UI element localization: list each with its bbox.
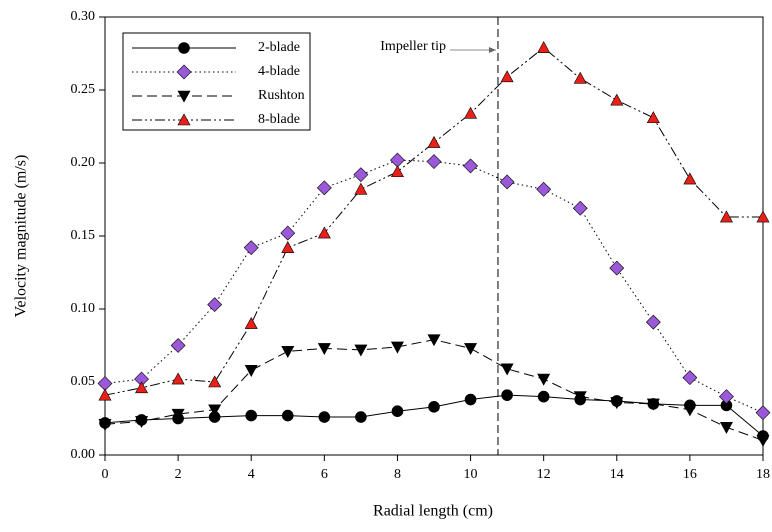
marker bbox=[610, 93, 624, 106]
arrow-head bbox=[488, 47, 496, 53]
marker bbox=[428, 401, 440, 413]
marker bbox=[464, 393, 477, 406]
x-tick-label: 0 bbox=[102, 467, 109, 482]
marker bbox=[609, 260, 625, 276]
marker bbox=[317, 343, 331, 356]
marker bbox=[390, 165, 404, 178]
marker bbox=[390, 152, 405, 168]
legend-marker bbox=[177, 90, 191, 103]
marker bbox=[170, 338, 186, 353]
marker bbox=[572, 200, 588, 216]
marker bbox=[682, 370, 698, 386]
marker bbox=[171, 408, 185, 421]
legend-label: 8-blade bbox=[258, 112, 300, 127]
legend-label: 4-blade bbox=[258, 64, 300, 79]
marker bbox=[719, 421, 733, 434]
y-tick-label: 0.30 bbox=[71, 9, 96, 24]
marker bbox=[98, 419, 112, 431]
marker bbox=[573, 71, 587, 84]
marker bbox=[646, 111, 660, 124]
x-tick-label: 12 bbox=[537, 467, 551, 482]
marker bbox=[208, 404, 222, 417]
marker bbox=[464, 106, 478, 119]
marker bbox=[719, 389, 734, 405]
legend-label: Rushton bbox=[258, 88, 305, 103]
marker bbox=[243, 240, 259, 256]
annotation: Impeller tip bbox=[380, 39, 446, 54]
marker bbox=[426, 154, 442, 169]
x-tick-label: 14 bbox=[610, 467, 624, 482]
x-tick-label: 6 bbox=[321, 467, 328, 482]
x-tick-label: 16 bbox=[683, 467, 697, 482]
marker bbox=[281, 346, 295, 358]
x-tick-label: 8 bbox=[394, 467, 401, 482]
marker bbox=[208, 375, 222, 388]
marker bbox=[500, 363, 514, 376]
marker bbox=[536, 181, 552, 197]
marker bbox=[135, 416, 149, 429]
marker bbox=[316, 180, 332, 196]
marker bbox=[501, 389, 513, 401]
marker bbox=[244, 316, 258, 329]
marker bbox=[391, 405, 404, 418]
y-tick-label: 0.15 bbox=[71, 228, 96, 243]
marker bbox=[756, 435, 770, 448]
y-tick-label: 0.00 bbox=[71, 447, 96, 462]
marker bbox=[281, 409, 294, 422]
legend-label: 2-blade bbox=[258, 40, 300, 55]
marker bbox=[537, 390, 550, 403]
marker bbox=[427, 135, 441, 148]
x-tick-label: 10 bbox=[464, 467, 478, 482]
marker bbox=[98, 388, 112, 401]
legend-marker bbox=[178, 42, 190, 54]
legend-marker bbox=[176, 64, 192, 80]
y-tick-label: 0.25 bbox=[71, 82, 96, 97]
marker bbox=[537, 41, 551, 53]
marker bbox=[610, 397, 624, 410]
legend-marker bbox=[177, 113, 191, 126]
x-tick-label: 4 bbox=[248, 467, 255, 482]
y-axis-label: Velocity magnitude (m/s) bbox=[13, 155, 30, 318]
y-tick-label: 0.20 bbox=[71, 155, 96, 170]
x-axis-label: Radial length (cm) bbox=[373, 503, 493, 520]
marker bbox=[171, 372, 185, 385]
marker bbox=[354, 344, 368, 357]
marker bbox=[317, 226, 331, 239]
series-line bbox=[104, 159, 764, 414]
marker bbox=[756, 210, 770, 223]
marker bbox=[683, 404, 697, 417]
x-tick-label: 2 bbox=[175, 467, 182, 482]
marker bbox=[207, 297, 223, 313]
marker bbox=[755, 405, 771, 421]
marker bbox=[390, 341, 404, 354]
marker bbox=[244, 365, 258, 377]
marker bbox=[280, 225, 296, 241]
marker bbox=[353, 167, 369, 183]
marker bbox=[245, 409, 258, 422]
legend-box bbox=[122, 32, 311, 131]
marker bbox=[355, 411, 367, 423]
marker bbox=[719, 210, 733, 223]
x-tick-label: 18 bbox=[756, 467, 770, 482]
marker bbox=[499, 174, 515, 190]
marker bbox=[318, 411, 331, 423]
marker bbox=[573, 391, 587, 404]
marker bbox=[354, 182, 368, 195]
marker bbox=[281, 241, 295, 253]
marker bbox=[97, 376, 113, 391]
y-tick-label: 0.10 bbox=[71, 301, 96, 316]
marker bbox=[537, 373, 551, 386]
marker bbox=[683, 172, 697, 185]
marker bbox=[500, 70, 514, 83]
marker bbox=[463, 158, 478, 174]
marker bbox=[427, 334, 441, 347]
marker bbox=[135, 381, 149, 394]
marker bbox=[646, 398, 660, 411]
marker bbox=[645, 314, 661, 330]
marker bbox=[464, 343, 478, 356]
series-line bbox=[104, 339, 764, 441]
y-tick-label: 0.05 bbox=[71, 374, 96, 389]
